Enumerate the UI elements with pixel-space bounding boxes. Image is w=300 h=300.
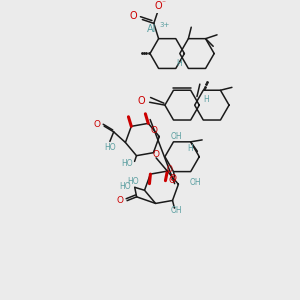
Text: HO: HO (119, 182, 131, 191)
Text: O: O (166, 165, 172, 174)
Text: OH: OH (190, 178, 202, 187)
Text: O: O (155, 1, 162, 11)
Text: O: O (168, 176, 175, 185)
Text: O: O (116, 196, 123, 205)
Text: OH: OH (171, 132, 182, 141)
Text: H: H (203, 95, 209, 104)
Text: OH: OH (170, 206, 182, 214)
Text: H: H (176, 59, 182, 68)
Text: HO: HO (121, 159, 133, 168)
Text: O: O (93, 120, 100, 129)
Text: 3+: 3+ (160, 22, 170, 28)
Text: Al: Al (147, 24, 157, 34)
Text: H: H (187, 144, 193, 153)
Text: O: O (153, 151, 160, 160)
Text: O: O (137, 96, 145, 106)
Text: HO: HO (127, 177, 139, 186)
Text: O: O (151, 126, 158, 135)
Text: HO: HO (104, 143, 116, 152)
Text: ⁻: ⁻ (161, 0, 165, 7)
Text: O: O (170, 174, 177, 183)
Text: O: O (130, 11, 138, 21)
